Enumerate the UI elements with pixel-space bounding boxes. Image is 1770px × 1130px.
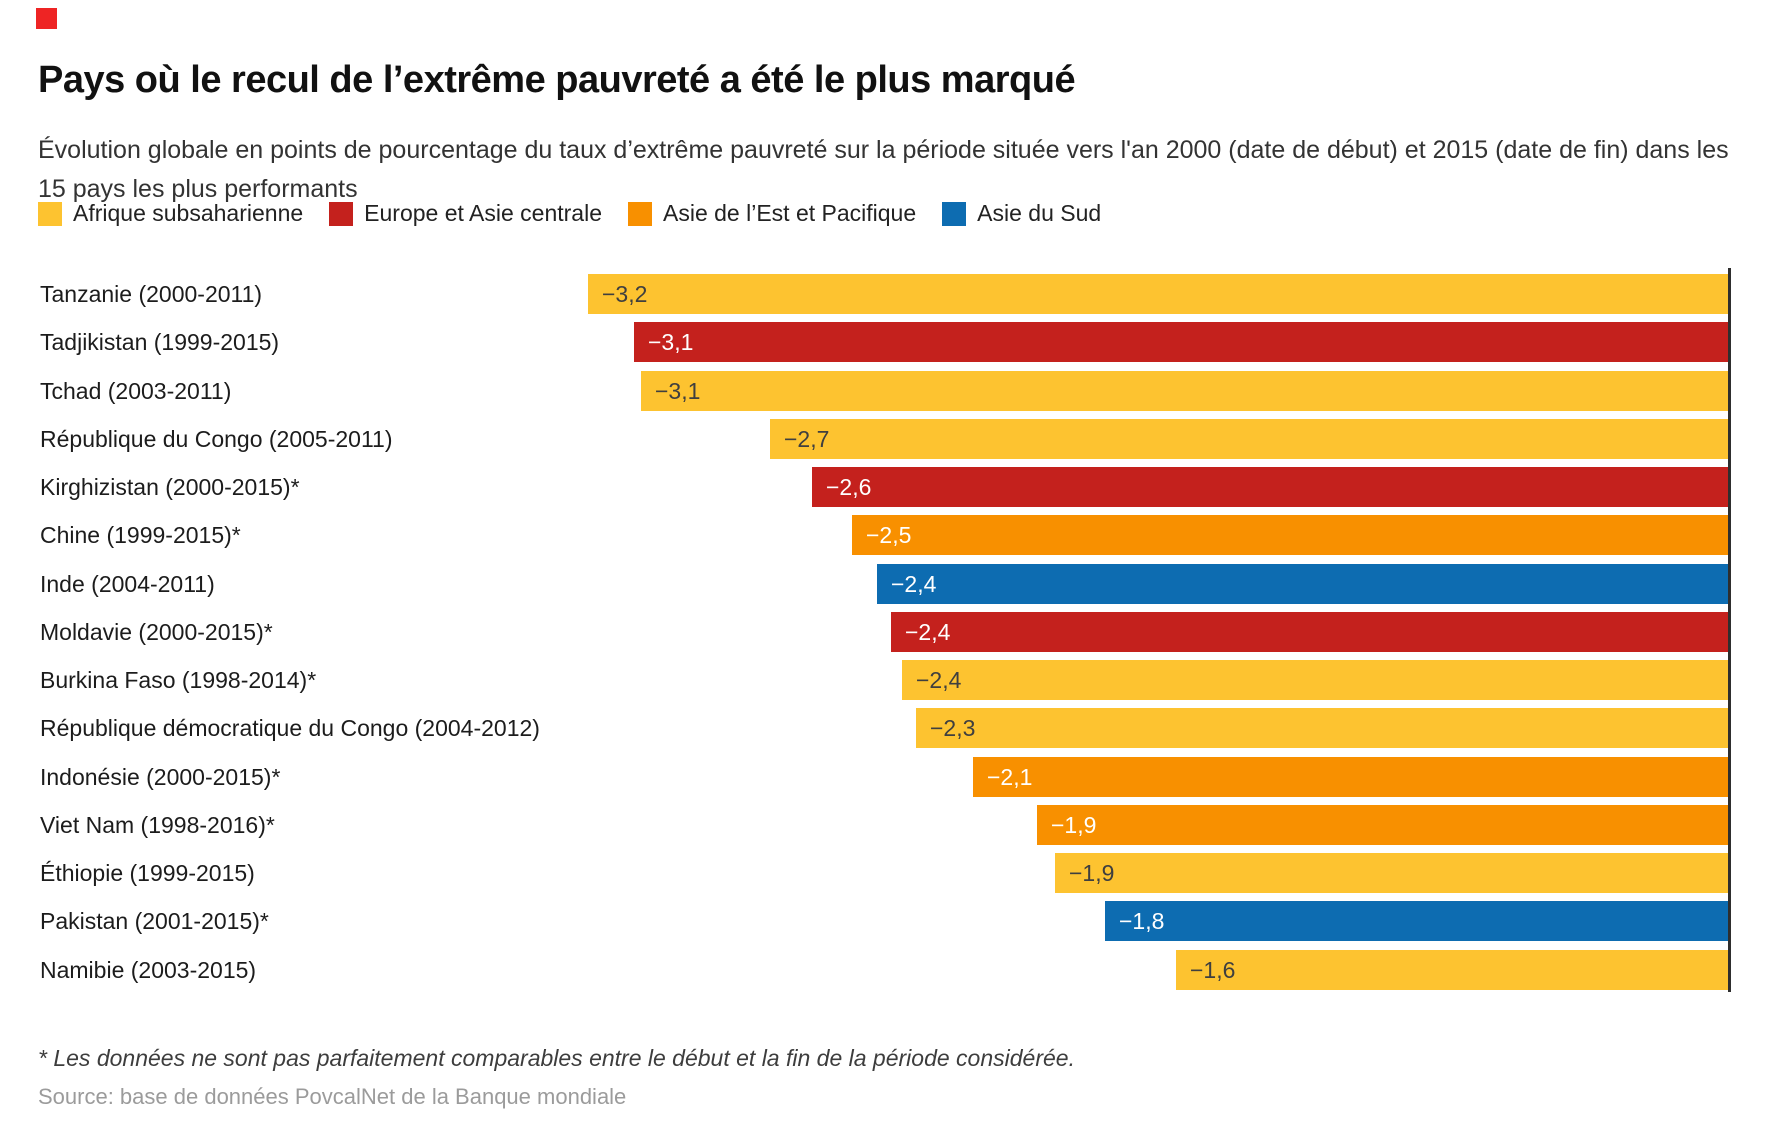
bar-row: Tadjikistan (1999-2015) −3,1: [0, 322, 1770, 362]
country-label: Tadjikistan (1999-2015): [40, 329, 280, 355]
bar-value-label: −2,4: [891, 571, 937, 597]
country-label: République démocratique du Congo (2004-2…: [40, 715, 540, 741]
bar: −1,6: [1176, 950, 1728, 990]
bar: −2,3: [916, 708, 1728, 748]
bar: −3,1: [641, 371, 1728, 411]
legend-label: Europe et Asie centrale: [364, 200, 602, 226]
bar: −2,4: [877, 564, 1728, 604]
country-label: Chine (1999-2015)*: [40, 522, 241, 548]
bar: −2,7: [770, 419, 1728, 459]
country-label: Pakistan (2001-2015)*: [40, 908, 269, 934]
bar: −1,8: [1105, 901, 1728, 941]
bar-value-label: −2,4: [916, 667, 962, 693]
country-label: Indonésie (2000-2015)*: [40, 764, 281, 790]
bar: −1,9: [1055, 853, 1728, 893]
legend-label: Afrique subsaharienne: [73, 200, 304, 226]
bar: −2,6: [812, 467, 1728, 507]
bar-row: République démocratique du Congo (2004-2…: [0, 708, 1770, 748]
legend-swatch: [38, 201, 62, 226]
legend-swatch: [329, 201, 354, 226]
bar: −2,4: [902, 660, 1728, 700]
country-label: République du Congo (2005-2011): [40, 426, 393, 452]
bar-row: Inde (2004-2011) −2,4: [0, 564, 1770, 604]
bar-row: Moldavie (2000-2015)* −2,4: [0, 612, 1770, 652]
bar: −2,4: [891, 612, 1728, 652]
bar-row: République du Congo (2005-2011) −2,7: [0, 419, 1770, 459]
source-line: Source: base de données PovcalNet de la …: [38, 1084, 627, 1109]
legend-item: Afrique subsaharienne: [38, 200, 303, 227]
country-label: Tanzanie (2000-2011): [40, 281, 263, 307]
bar-row: Namibie (2003-2015) −1,6: [0, 950, 1770, 990]
chart-title: Pays où le recul de l’extrême pauvreté a…: [38, 59, 1076, 102]
country-label: Kirghizistan (2000-2015)*: [40, 474, 300, 500]
bar-value-label: −2,6: [826, 474, 872, 500]
bar-value-label: −2,1: [987, 764, 1033, 790]
bar-row: Éthiopie (1999-2015) −1,9: [0, 853, 1770, 893]
bar: −2,1: [973, 757, 1728, 797]
legend-label: Asie du Sud: [977, 200, 1102, 226]
legend-item: Europe et Asie centrale: [329, 200, 602, 227]
bar: −2,5: [852, 515, 1728, 555]
bar-row: Chine (1999-2015)* −2,5: [0, 515, 1770, 555]
bar-row: Viet Nam (1998-2016)* −1,9: [0, 805, 1770, 845]
bar-value-label: −3,2: [602, 281, 648, 307]
bar-row: Tanzanie (2000-2011) −3,2: [0, 274, 1770, 314]
country-label: Burkina Faso (1998-2014)*: [40, 667, 317, 693]
zero-axis-line: [1728, 268, 1731, 992]
legend-item: Asie de l’Est et Pacifique: [628, 200, 916, 227]
country-label: Éthiopie (1999-2015): [40, 860, 255, 886]
legend-label: Asie de l’Est et Pacifique: [663, 200, 917, 226]
bar-value-label: −2,5: [866, 522, 912, 548]
bar: −3,1: [634, 322, 1728, 362]
country-label: Tchad (2003-2011): [40, 378, 232, 404]
bar-value-label: −3,1: [655, 378, 701, 404]
legend-item: Asie du Sud: [942, 200, 1101, 227]
country-label: Moldavie (2000-2015)*: [40, 619, 273, 645]
legend-swatch: [942, 201, 967, 226]
country-label: Namibie (2003-2015): [40, 957, 257, 983]
bar: −3,2: [588, 274, 1728, 314]
bar-row: Pakistan (2001-2015)* −1,8: [0, 901, 1770, 941]
bar: −1,9: [1037, 805, 1728, 845]
bar-value-label: −2,4: [905, 619, 951, 645]
country-label: Inde (2004-2011): [40, 571, 215, 597]
bar-value-label: −2,3: [930, 715, 976, 741]
bar-value-label: −2,7: [784, 426, 830, 452]
legend-swatch: [628, 201, 652, 226]
bar-value-label: −1,9: [1069, 860, 1115, 886]
legend: Afrique subsaharienne Europe et Asie cen…: [38, 200, 1101, 227]
footnote: * Les données ne sont pas parfaitement c…: [38, 1045, 1075, 1071]
bar-value-label: −3,1: [648, 329, 694, 355]
bar-row: Burkina Faso (1998-2014)* −2,4: [0, 660, 1770, 700]
bar-row: Tchad (2003-2011) −3,1: [0, 371, 1770, 411]
bar-value-label: −1,8: [1119, 908, 1165, 934]
brand-mark: [36, 8, 57, 29]
bar-value-label: −1,6: [1190, 957, 1236, 983]
bar-row: Indonésie (2000-2015)* −2,1: [0, 757, 1770, 797]
country-label: Viet Nam (1998-2016)*: [40, 812, 275, 838]
bar-row: Kirghizistan (2000-2015)* −2,6: [0, 467, 1770, 507]
chart-subtitle: Évolution globale en points de pourcenta…: [38, 136, 1729, 203]
bar-value-label: −1,9: [1051, 812, 1097, 838]
